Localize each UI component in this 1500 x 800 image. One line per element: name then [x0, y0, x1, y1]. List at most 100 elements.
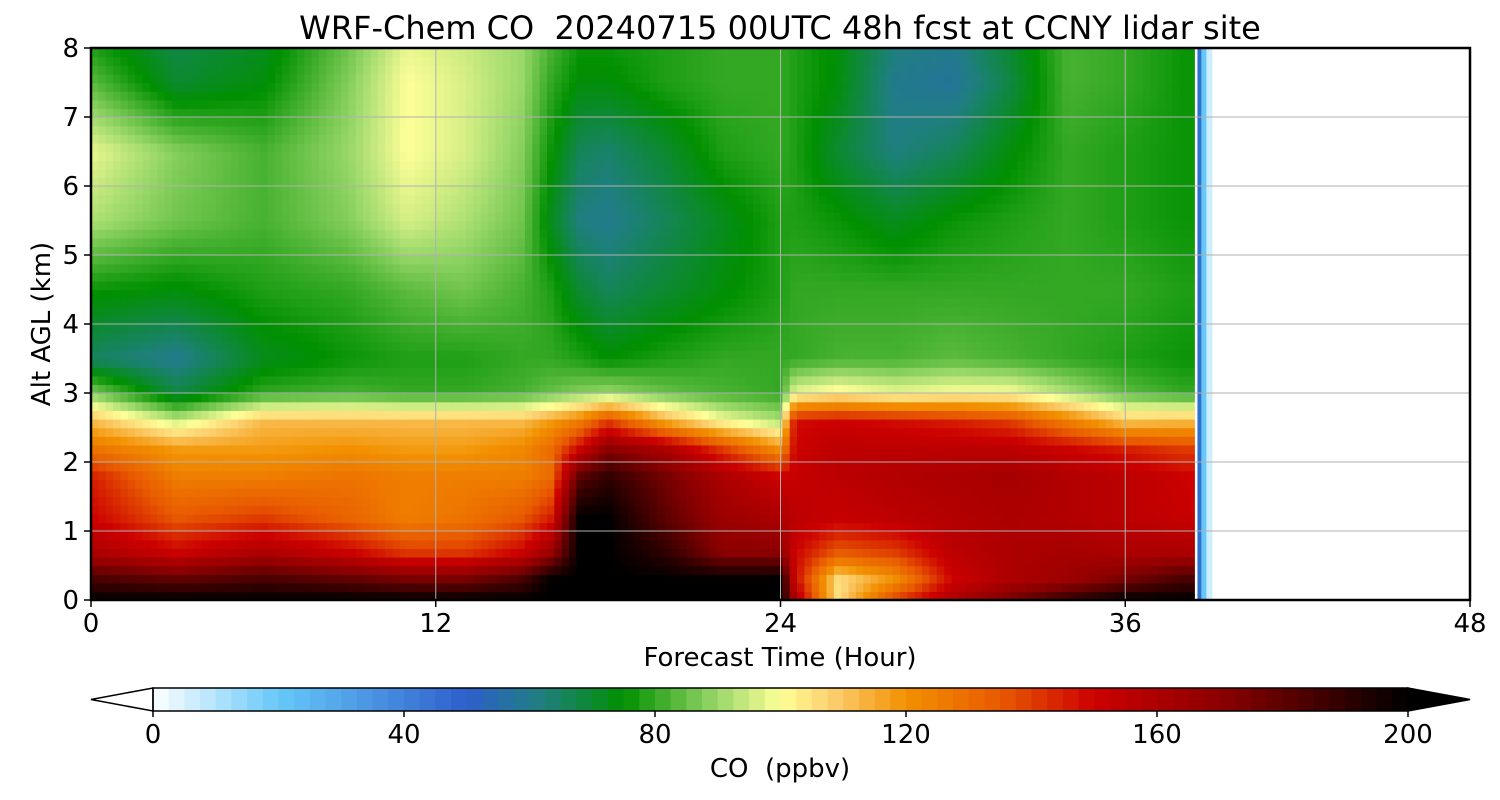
heat-cell: [238, 479, 247, 489]
heat-cell: [958, 487, 967, 498]
heat-cell: [473, 375, 482, 386]
heat-cell: [282, 522, 291, 532]
heat-cell: [723, 367, 732, 377]
heat-cell: [870, 496, 879, 506]
heat-cell: [900, 453, 909, 463]
heat-cell: [127, 505, 136, 515]
heat-cell: [495, 444, 504, 455]
heat-cell: [473, 470, 482, 480]
heat-cell: [554, 462, 563, 472]
heat-cell: [752, 574, 761, 584]
heat-cell: [429, 496, 438, 506]
heat-cell: [1010, 444, 1019, 455]
heat-cell: [598, 548, 607, 558]
heat-cell: [1150, 462, 1159, 472]
heat-cell: [774, 522, 784, 532]
heat-cell: [524, 453, 533, 463]
heat-cell: [929, 418, 938, 429]
heat-cell: [385, 522, 394, 532]
heat-cell: [414, 565, 423, 575]
heat-cell: [738, 470, 747, 480]
heat-cell: [348, 487, 357, 498]
heat-cell: [1164, 453, 1173, 463]
heat-cell: [613, 462, 622, 472]
heat-cell: [201, 582, 210, 593]
heat-cell: [708, 548, 717, 558]
heat-cell: [186, 470, 195, 480]
heat-cell: [1032, 531, 1041, 541]
heat-cell: [392, 324, 401, 334]
heat-cell: [429, 349, 438, 360]
heat-cell: [1179, 513, 1188, 524]
heat-cell: [649, 315, 659, 325]
heat-cell: [149, 522, 158, 532]
heat-cell: [1120, 358, 1129, 368]
heat-cell: [179, 436, 188, 446]
heat-cell: [488, 556, 497, 567]
heat-cell: [385, 505, 394, 515]
heat-cell: [973, 444, 982, 455]
heat-cell: [1017, 332, 1026, 342]
heat-cell: [495, 487, 504, 498]
heat-cell: [274, 531, 283, 541]
heat-cell: [245, 582, 254, 593]
heat-cell: [951, 591, 960, 600]
heat-cell: [576, 453, 585, 463]
heat-cell: [1150, 522, 1159, 532]
heat-cell: [91, 462, 100, 472]
heat-cell: [98, 358, 107, 368]
heat-cell: [591, 444, 600, 455]
heat-cell: [554, 531, 563, 541]
heat-cell: [613, 436, 622, 446]
heat-cell: [679, 341, 688, 351]
heat-cell: [789, 375, 798, 386]
heat-cell: [789, 470, 798, 480]
heat-cell: [120, 358, 129, 368]
heat-cell: [370, 462, 379, 472]
heat-cell: [171, 393, 180, 403]
heat-cell: [201, 479, 210, 489]
heat-cell: [789, 341, 798, 351]
heat-cell: [127, 418, 136, 429]
heat-cell: [774, 444, 784, 455]
heat-cell: [407, 427, 416, 437]
heat-cell: [171, 384, 180, 394]
heat-cell: [745, 410, 754, 420]
heat-cell: [774, 462, 784, 472]
heat-cell: [245, 574, 254, 584]
heat-cell: [1017, 418, 1026, 429]
heat-cell: [267, 315, 276, 325]
heat-cell: [686, 462, 695, 472]
heat-cell: [1039, 513, 1048, 524]
heat-cell: [355, 341, 364, 351]
heat-cell: [988, 375, 997, 386]
heat-cell: [355, 436, 364, 446]
heat-cell: [1076, 367, 1085, 377]
heat-cell: [613, 548, 622, 558]
heat-cell: [877, 427, 886, 437]
heat-cell: [473, 556, 482, 567]
heat-cell: [1186, 341, 1195, 351]
heat-cell: [524, 341, 533, 351]
heat-cell: [708, 522, 717, 532]
heat-cell: [230, 513, 239, 524]
heat-cell: [370, 401, 379, 411]
heat-cell: [774, 591, 784, 600]
heat-cell: [694, 496, 703, 506]
heat-cell: [635, 436, 644, 446]
heat-cell: [914, 556, 923, 567]
heat-cell: [149, 539, 158, 549]
heat-cell: [1039, 401, 1048, 411]
heat-cell: [1017, 591, 1026, 600]
heat-cell: [267, 496, 276, 506]
heat-cell: [576, 565, 585, 575]
heat-cell: [797, 367, 806, 377]
heat-cell: [620, 427, 629, 437]
heat-cell: [642, 436, 651, 446]
heat-cell: [392, 556, 401, 567]
heat-cell: [444, 505, 453, 515]
heat-cell: [296, 462, 305, 472]
heat-cell: [414, 375, 423, 386]
heat-cell: [363, 453, 372, 463]
heat-cell: [1105, 453, 1114, 463]
